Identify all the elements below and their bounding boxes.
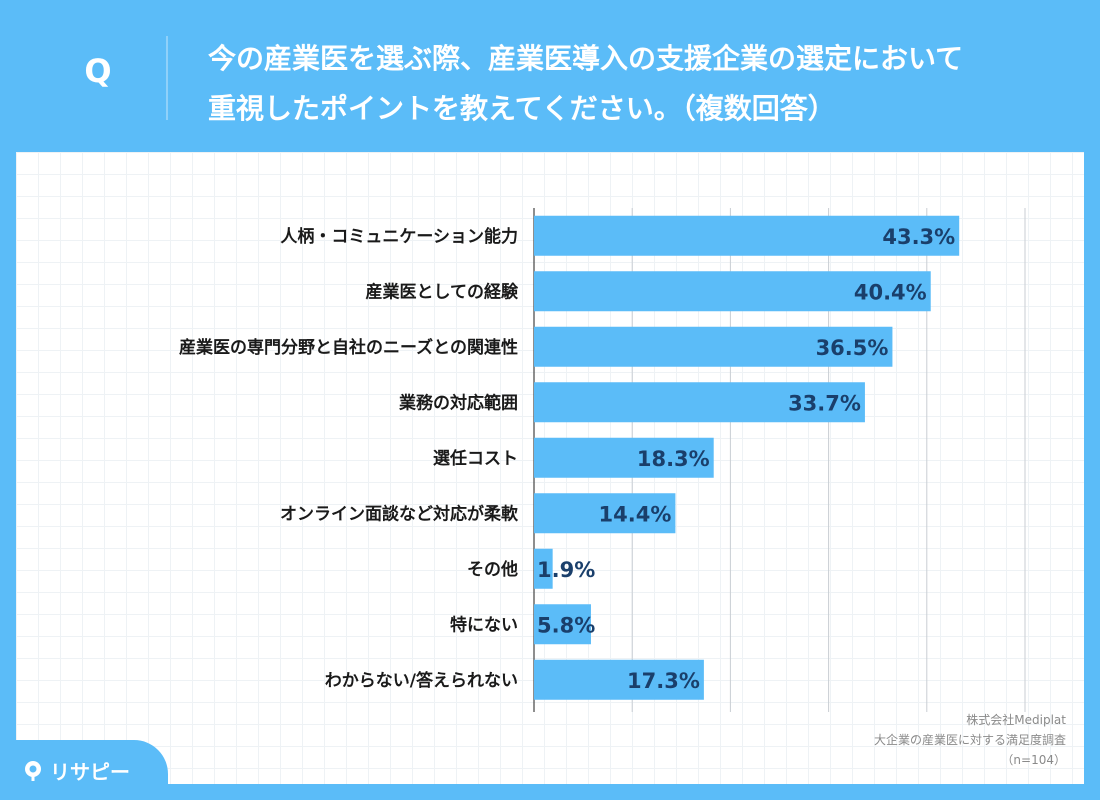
value-label: 36.5% [816,336,889,360]
bar [534,271,931,312]
category-label: 人柄・コミュニケーション能力 [280,226,518,247]
category-label: その他 [467,559,518,580]
header-divider [166,36,168,120]
category-labels: 人柄・コミュニケーション能力産業医としての経験産業医の専門分野と自社のニーズとの… [179,226,519,691]
logo-text: リサピー [50,760,130,784]
bar [534,604,591,645]
bar [534,326,893,367]
category-label: オンライン面談など対応が柔軟 [280,503,519,524]
bar [534,493,676,534]
source-company: 株式会社Mediplat [966,713,1066,727]
question-text: 今の産業医を選ぶ際、産業医導入の支援企業の選定において 重視したポイントを教えて… [208,42,964,125]
category-label: 選任コスト [433,448,518,469]
value-label: 14.4% [599,502,672,526]
value-label: 5.8% [537,613,595,637]
value-label: 43.3% [882,225,955,249]
source-survey: 大企業の産業医に対する満足度調査 [873,733,1066,747]
value-label: 17.3% [627,669,700,693]
bars [534,215,960,700]
category-label: 特にない [450,614,518,635]
chart-panel: 人柄・コミュニケーション能力産業医としての経験産業医の専門分野と自社のニーズとの… [16,152,1084,784]
source-sample: （n=104） [1001,753,1066,767]
bar [534,659,704,700]
source-note: 株式会社Mediplat 大企業の産業医に対する満足度調査 （n=104） [874,710,1066,770]
value-label: 18.3% [637,447,710,471]
bar [534,437,714,478]
question-marker: Q [84,52,112,90]
value-label: 40.4% [854,280,927,304]
value-labels: 43.3% 40.4% 36.5% 33.7% 18.3% 14.4% 1.9% 5.8% 17… [537,225,955,693]
brand-logo: リサピー [22,756,130,785]
bar [534,215,960,256]
category-label: 産業医としての経験 [366,281,519,302]
category-label: 産業医の専門分野と自社のニーズとの関連性 [179,337,518,358]
category-label: 業務の対応範囲 [399,392,518,413]
category-label: わからない/答えられない [325,670,518,691]
value-label: 33.7% [788,391,861,415]
bar [534,382,865,423]
header: Q 今の産業医を選ぶ際、産業医導入の支援企業の選定において 重視したポイントを教… [0,0,1100,152]
value-label: 1.9% [537,558,595,582]
bar [534,548,553,589]
bar-chart: 人柄・コミュニケーション能力産業医としての経験産業医の専門分野と自社のニーズとの… [179,208,1026,712]
pin-icon [25,760,41,781]
